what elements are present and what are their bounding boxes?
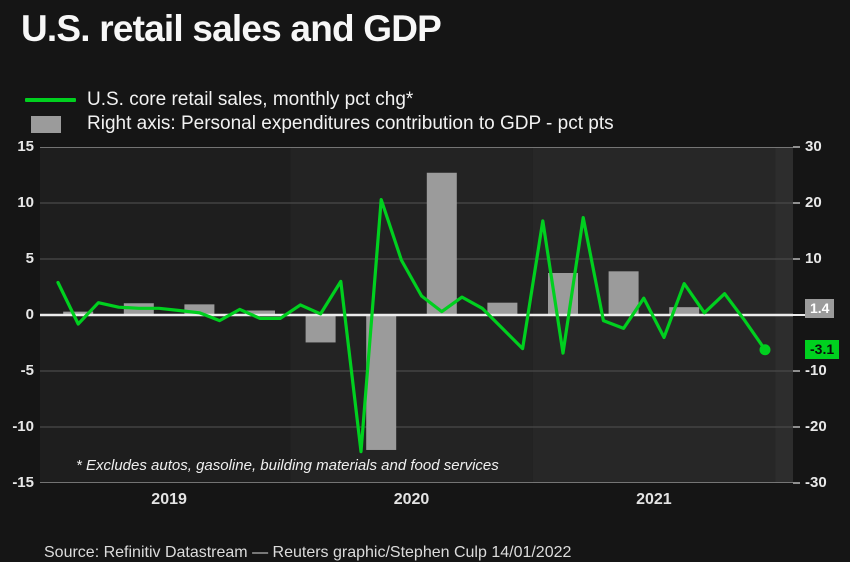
gdp-contribution-bar (426, 172, 457, 315)
left-axis-tick-label: 15 (17, 138, 34, 155)
legend-item-bar: Right axis: Personal expenditures contri… (25, 112, 614, 136)
last-point-dot (759, 344, 771, 356)
right-axis-tick (793, 202, 800, 204)
zero-line-extension (793, 314, 807, 316)
right-axis-tick (793, 426, 800, 428)
left-axis-tick-label: -5 (20, 362, 34, 379)
chart-plot (40, 147, 793, 483)
legend-item-line: U.S. core retail sales, monthly pct chg* (25, 88, 614, 112)
latest-bar-value-badge: 1.4 (805, 299, 835, 318)
gray-bar-swatch-icon (31, 115, 61, 133)
gdp-contribution-bar (63, 311, 94, 315)
left-axis-tick-label: -15 (12, 474, 34, 491)
left-axis-tick-label: -10 (12, 418, 34, 435)
chart-footnote: * Excludes autos, gasoline, building mat… (76, 457, 499, 474)
retail-sales-line (56, 197, 767, 454)
left-axis-tick-label: 10 (17, 194, 34, 211)
legend-line-label: U.S. core retail sales, monthly pct chg* (87, 89, 414, 110)
left-axis-tick-label: 5 (25, 250, 34, 267)
legend-bar-label: Right axis: Personal expenditures contri… (87, 113, 614, 134)
x-axis: 2019 2020 2021 (40, 491, 793, 511)
legend-swatch-area (25, 115, 87, 133)
green-line-swatch-icon (25, 98, 76, 102)
right-axis-tick-label: -10 (805, 362, 827, 379)
gdp-contribution-bar (305, 315, 336, 343)
x-axis-year-label: 2021 (636, 491, 672, 508)
right-axis-tick (793, 482, 800, 484)
left-axis-tick-label: 0 (25, 306, 34, 323)
gdp-contribution-bar (184, 304, 215, 315)
source-attribution: Source: Refinitiv Datastream — Reuters g… (44, 544, 572, 561)
right-axis-tick-label: 10 (805, 250, 822, 267)
latest-line-value-badge: -3.1 (805, 340, 840, 359)
right-axis-tick (793, 370, 800, 372)
right-axis-tick-label: 30 (805, 138, 822, 155)
right-axis-tick (793, 258, 800, 260)
right-axis-tick-label: -30 (805, 474, 827, 491)
right-axis-tick-label: -20 (805, 418, 827, 435)
gdp-contribution-bar (669, 307, 700, 315)
right-axis-tick (793, 146, 800, 148)
x-axis-year-label: 2020 (393, 491, 430, 508)
legend: U.S. core retail sales, monthly pct chg*… (25, 88, 614, 136)
gdp-contribution-bar (487, 302, 518, 315)
gdp-contribution-bar (608, 271, 639, 315)
legend-swatch-area (25, 98, 87, 102)
x-axis-year-label: 2019 (151, 491, 187, 508)
right-axis-tick-label: 20 (805, 194, 822, 211)
gdp-contribution-bar (245, 310, 275, 315)
page-title: U.S. retail sales and GDP (21, 8, 442, 49)
